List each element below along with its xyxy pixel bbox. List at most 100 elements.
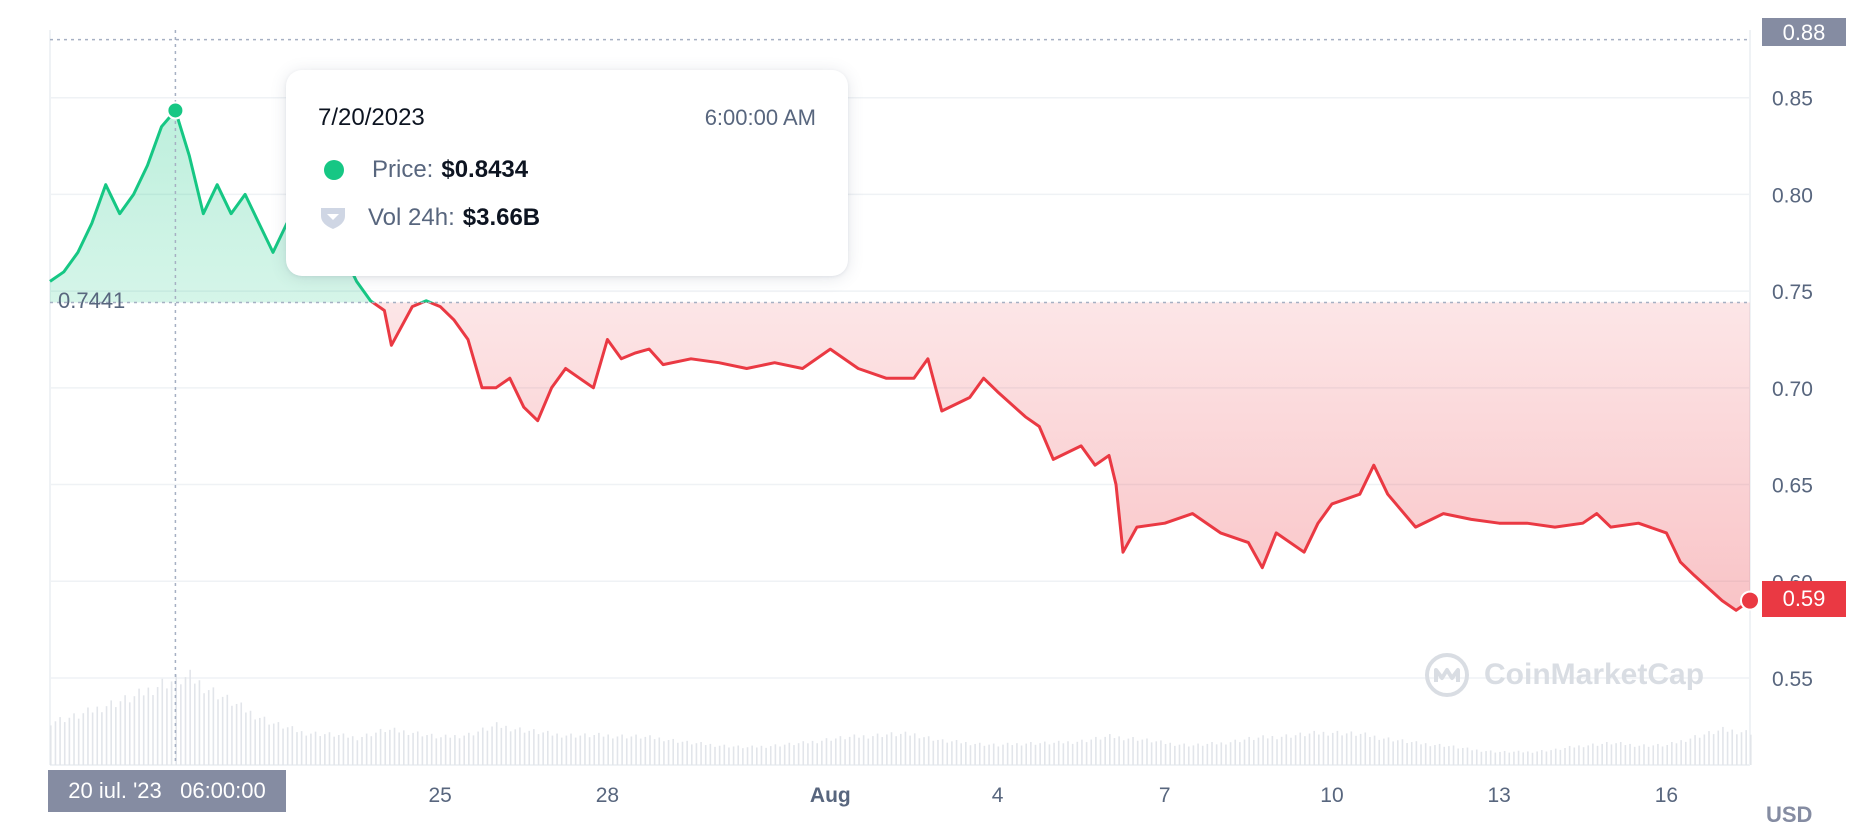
volume-bar bbox=[533, 729, 535, 765]
volume-bar bbox=[811, 740, 814, 765]
volume-bar bbox=[1698, 737, 1701, 765]
volume-bar bbox=[291, 726, 294, 765]
volume-bar bbox=[175, 674, 178, 765]
volume-bar bbox=[1387, 737, 1390, 765]
volume-bar bbox=[1127, 738, 1130, 765]
volume-bar bbox=[1336, 730, 1339, 765]
volume-bar bbox=[1369, 737, 1371, 765]
volume-bar bbox=[779, 746, 781, 765]
volume-bar bbox=[988, 744, 990, 765]
volume-bar bbox=[1722, 726, 1724, 765]
volume-bar bbox=[1401, 739, 1404, 765]
y-tick-label: 0.80 bbox=[1772, 184, 1813, 207]
volume-bar bbox=[537, 734, 540, 765]
volume-bar bbox=[82, 713, 85, 765]
volume-bar bbox=[1373, 735, 1376, 765]
volume-bar bbox=[1266, 738, 1269, 765]
volume-bar bbox=[1462, 747, 1464, 765]
volume-bar bbox=[1178, 744, 1181, 765]
volume-bar bbox=[746, 747, 749, 765]
volume-bar bbox=[1480, 751, 1483, 765]
volume-bar bbox=[1016, 743, 1018, 765]
price-line-up bbox=[49, 109, 435, 303]
volume-bar bbox=[421, 736, 424, 765]
volume-bar bbox=[997, 746, 1000, 765]
volume-bar bbox=[1624, 745, 1627, 765]
volume-bar bbox=[1615, 743, 1617, 765]
price-dot-icon bbox=[324, 160, 344, 180]
volume-bar bbox=[904, 731, 907, 765]
volume-bar bbox=[602, 736, 605, 765]
watermark-text: CoinMarketCap bbox=[1484, 658, 1705, 691]
tooltip: 7/20/2023 6:00:00 AM Price: $0.8434 Vol … bbox=[286, 70, 848, 276]
volume-bar bbox=[259, 717, 261, 765]
volume-shield-icon bbox=[321, 208, 345, 229]
volume-bar bbox=[1494, 752, 1497, 765]
volume-bar bbox=[1025, 743, 1028, 765]
volume-bar bbox=[1271, 735, 1274, 765]
volume-bar bbox=[1150, 742, 1153, 765]
volume-bar bbox=[1243, 739, 1246, 765]
volume-bar bbox=[1420, 744, 1422, 765]
volume-bar bbox=[551, 735, 554, 765]
volume-bar bbox=[1731, 729, 1734, 765]
volume-bar bbox=[226, 694, 229, 765]
volume-bar bbox=[1113, 738, 1116, 765]
volume-bar bbox=[430, 733, 433, 765]
volume-bar bbox=[1253, 739, 1255, 765]
volume-bar bbox=[858, 737, 860, 765]
volume-bar bbox=[68, 717, 71, 765]
volume-bar bbox=[389, 729, 391, 765]
volume-bar bbox=[1355, 735, 1357, 765]
volume-bar bbox=[1703, 734, 1706, 765]
volume-bar bbox=[50, 725, 52, 765]
volume-bar bbox=[1550, 750, 1552, 765]
volume-bar bbox=[240, 702, 243, 765]
x-tick-label: 28 bbox=[596, 784, 619, 807]
volume-bar bbox=[588, 737, 591, 765]
volume-bar bbox=[1155, 741, 1158, 765]
volume-bar bbox=[1057, 740, 1060, 765]
volume-bar bbox=[890, 732, 893, 765]
volume-bar bbox=[356, 740, 359, 765]
volume-bar bbox=[1675, 743, 1678, 765]
volume-bar bbox=[830, 740, 832, 765]
volume-bar bbox=[1717, 730, 1720, 765]
volume-bar bbox=[1750, 734, 1752, 765]
volume-bar bbox=[848, 736, 851, 765]
volume-bar bbox=[1331, 732, 1334, 765]
price-area-up bbox=[50, 110, 1750, 303]
volume-bar bbox=[454, 735, 456, 765]
volume-bar bbox=[468, 732, 470, 765]
volume-bar bbox=[193, 683, 196, 765]
volume-bar bbox=[918, 738, 921, 765]
volume-bar bbox=[695, 743, 698, 765]
volume-bar bbox=[737, 745, 740, 765]
watermark: CoinMarketCap bbox=[1424, 652, 1704, 698]
x-tick-label: 7 bbox=[1159, 784, 1171, 807]
volume-bar bbox=[1071, 743, 1074, 765]
volume-bar bbox=[1239, 742, 1241, 765]
volume-bar bbox=[156, 687, 159, 765]
volume-bar bbox=[1062, 743, 1065, 765]
volume-bar bbox=[333, 736, 335, 765]
volume-bar bbox=[509, 731, 512, 765]
volume-bar bbox=[63, 722, 66, 765]
volume-bar bbox=[324, 734, 326, 765]
volume-bar bbox=[180, 684, 182, 765]
volume-bar bbox=[505, 725, 507, 765]
volume-bar bbox=[416, 731, 419, 765]
volume-bar bbox=[1712, 734, 1715, 765]
x-tick-label: Aug bbox=[810, 784, 851, 807]
x-tick-label: 10 bbox=[1320, 784, 1343, 807]
volume-bar bbox=[1350, 731, 1353, 765]
volume-bar bbox=[1392, 741, 1394, 765]
volume-bar bbox=[1457, 748, 1459, 765]
volume-bar bbox=[1276, 739, 1278, 765]
volume-bar bbox=[955, 740, 958, 765]
volume-bar bbox=[286, 727, 289, 765]
volume-bar bbox=[198, 680, 201, 765]
volume-bar bbox=[658, 737, 661, 765]
volume-bar bbox=[1327, 735, 1329, 765]
